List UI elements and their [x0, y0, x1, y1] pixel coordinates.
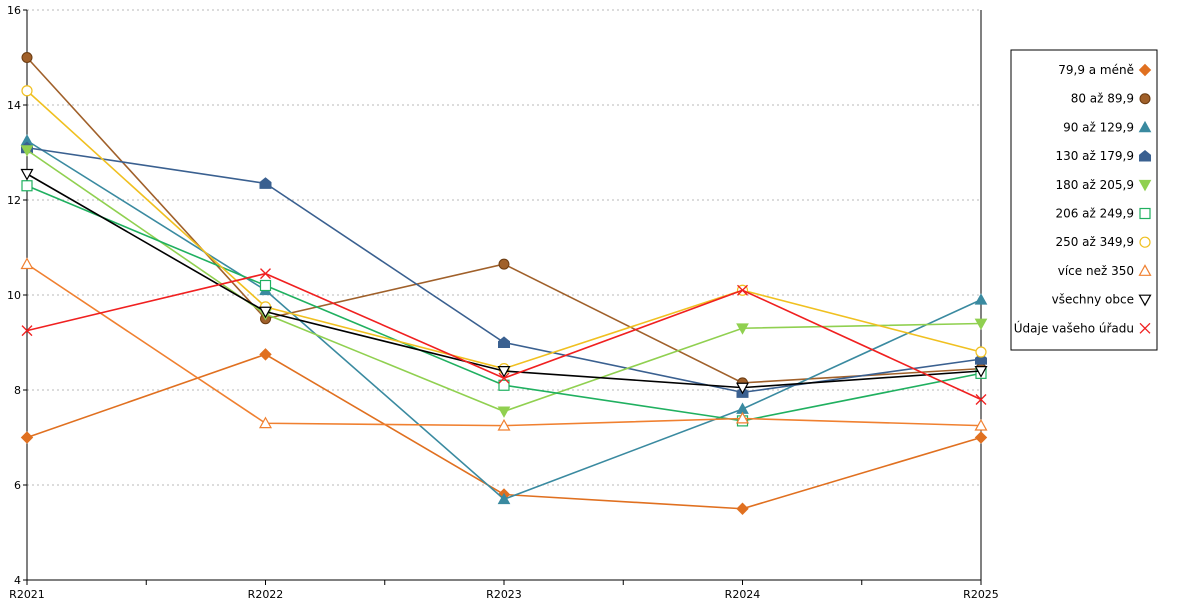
data-point — [20, 431, 34, 444]
data-point — [258, 416, 273, 429]
legend-marker — [1139, 149, 1151, 162]
x-tick-label: R2023 — [486, 588, 522, 600]
x-tick-label: R2024 — [725, 588, 761, 600]
data-point — [259, 279, 272, 292]
data-point — [497, 418, 511, 431]
legend-label: 79,9 a méně — [1058, 63, 1134, 77]
y-tick-label: 10 — [7, 289, 21, 302]
series-5 — [21, 180, 987, 427]
y-tick-label: 4 — [14, 574, 21, 587]
legend-item: všechny obce — [1052, 293, 1152, 307]
data-point — [737, 284, 748, 296]
y-tick-label: 8 — [14, 384, 21, 397]
data-point — [260, 268, 271, 280]
legend-label: 130 až 179,9 — [1055, 149, 1134, 163]
data-point — [258, 306, 273, 319]
legend-label: 90 až 129,9 — [1063, 120, 1134, 134]
data-point — [974, 418, 988, 431]
legend-marker — [1138, 264, 1152, 276]
legend: 79,9 a méně 80 až 89,9 90 až 129,9 130 až 1… — [1010, 49, 1158, 351]
axes: 4 6 8 10 12 14 16 R2021 R2022 R2023 R2024 R2025 — [7, 4, 999, 600]
y-tick-label: 14 — [7, 99, 21, 112]
x-marker-stroke — [1139, 322, 1151, 334]
x-tick-label: R2022 — [248, 588, 284, 600]
data-point — [497, 366, 511, 378]
legend-item: 180 až 205,9 — [1055, 178, 1152, 192]
series-8 — [20, 168, 988, 395]
data-point — [21, 325, 33, 337]
legend-marker — [1139, 236, 1151, 248]
legend-item: 250 až 349,9 — [1055, 235, 1151, 249]
legend-item: Údaje vašeho úřadu — [1014, 320, 1151, 335]
data-point — [974, 318, 988, 331]
legend-label: 206 až 249,9 — [1055, 207, 1134, 221]
x-tick-label: R2025 — [963, 588, 999, 600]
legend-marker — [1139, 93, 1151, 105]
legend-marker — [1138, 179, 1152, 192]
legend-marker — [1138, 294, 1152, 307]
data-point — [21, 85, 33, 97]
y-tick-label: 16 — [7, 4, 21, 17]
x-marker-stroke — [21, 325, 33, 337]
legend-label: 250 až 349,9 — [1055, 235, 1134, 249]
data-point — [259, 177, 272, 189]
data-point — [20, 257, 34, 270]
data-point — [21, 52, 33, 63]
data-point — [975, 394, 987, 405]
series-9 — [21, 268, 987, 405]
legend-label: 180 až 205,9 — [1055, 178, 1134, 192]
x-tick-label: R2021 — [9, 588, 45, 600]
data-point — [736, 502, 749, 515]
series-3 — [21, 141, 987, 398]
legend-box — [1010, 49, 1158, 351]
legend-marker — [1139, 322, 1151, 334]
legend-item: 80 až 89,9 — [1071, 92, 1151, 106]
data-point — [259, 348, 272, 361]
series-line — [26, 173, 982, 389]
data-point — [974, 293, 988, 305]
data-point — [974, 431, 988, 444]
data-point — [735, 382, 750, 395]
legend-marker — [1138, 63, 1152, 77]
data-point — [736, 323, 749, 335]
legend-label: více než 350 — [1058, 264, 1134, 278]
series-layer — [20, 52, 988, 515]
x-marker-stroke — [498, 372, 510, 384]
legend-label: všechny obce — [1052, 293, 1134, 307]
data-point — [497, 406, 511, 418]
series-7 — [20, 257, 988, 431]
legend-label: Údaje vašeho úřadu — [1014, 320, 1134, 335]
y-tick-label: 6 — [14, 479, 21, 492]
data-point — [974, 366, 988, 378]
data-point — [498, 379, 510, 391]
series-6 — [21, 85, 987, 375]
x-marker-stroke — [737, 284, 748, 296]
data-point — [20, 145, 34, 157]
legend-item: 90 až 129,9 — [1063, 120, 1152, 134]
data-point — [21, 180, 33, 192]
data-point — [975, 346, 987, 358]
data-point — [497, 492, 511, 505]
legend-item: 79,9 a méně — [1058, 63, 1152, 77]
data-point — [498, 258, 510, 270]
legend-item: více než 350 — [1058, 264, 1152, 278]
x-marker-stroke — [975, 394, 987, 405]
series-line — [26, 139, 982, 501]
legend-item: 130 až 179,9 — [1055, 149, 1151, 163]
data-point — [498, 336, 510, 348]
legend-marker — [1139, 207, 1151, 220]
series-line — [26, 146, 982, 394]
series-2 — [20, 134, 988, 505]
legend-item: 206 až 249,9 — [1055, 207, 1151, 221]
data-point — [498, 372, 510, 384]
legend-marker — [1138, 120, 1152, 133]
x-marker-stroke — [260, 268, 271, 280]
data-point — [20, 168, 34, 181]
y-tick-label: 12 — [7, 194, 21, 207]
data-point — [735, 411, 750, 424]
legend-label: 80 až 89,9 — [1071, 92, 1134, 106]
